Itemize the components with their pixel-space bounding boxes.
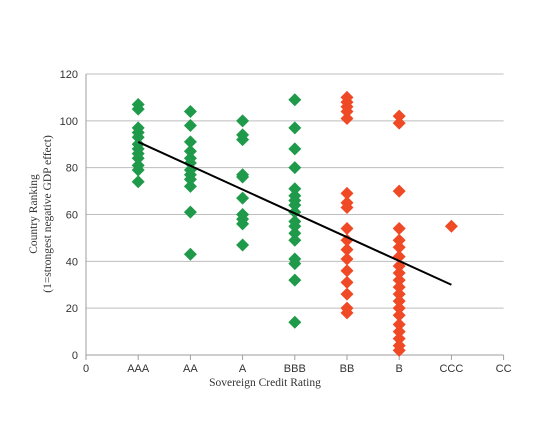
- data-point: [288, 182, 302, 196]
- data-point: [236, 170, 250, 184]
- x-axis-title: Sovereign Credit Rating: [209, 377, 321, 389]
- data-point: [288, 257, 302, 271]
- data-point: [183, 104, 197, 118]
- data-point: [392, 308, 406, 322]
- trendline: [137, 140, 452, 286]
- data-point: [392, 318, 406, 332]
- x-tick-label: CCC: [439, 363, 463, 375]
- y-axis-title: Country Ranking (1=strongest negative GD…: [28, 135, 54, 293]
- data-point: [392, 273, 406, 287]
- data-point: [288, 226, 302, 240]
- y-tick-label: 40: [66, 256, 78, 268]
- data-point: [340, 243, 354, 257]
- y-tick-labels: 0 20 40 60 80 100 120: [60, 69, 78, 362]
- data-point: [392, 301, 406, 315]
- data-point: [183, 119, 197, 133]
- data-point: [392, 109, 406, 123]
- data-point: [183, 179, 197, 193]
- x-tick-label: AAA: [127, 363, 150, 375]
- x-tick-label: CC: [496, 363, 512, 375]
- data-points: [131, 90, 458, 357]
- data-point: [340, 233, 354, 247]
- data-point: [340, 252, 354, 266]
- data-point: [288, 142, 302, 156]
- data-point: [392, 332, 406, 346]
- data-point: [340, 104, 354, 118]
- data-point: [340, 264, 354, 278]
- data-point: [236, 238, 250, 252]
- y-tick-label: 100: [60, 116, 78, 128]
- data-point: [183, 144, 197, 158]
- data-point: [340, 111, 354, 125]
- x-tick-labels: 0 AAA AA A BBB BB B CCC CC: [83, 363, 512, 375]
- data-point: [131, 130, 145, 144]
- data-point: [183, 247, 197, 261]
- data-point: [392, 233, 406, 247]
- data-point: [288, 198, 302, 212]
- x-tick-label: A: [239, 363, 247, 375]
- trendline-group: [137, 140, 452, 286]
- axes: [85, 74, 505, 360]
- data-point: [288, 121, 302, 135]
- data-point: [288, 315, 302, 329]
- data-point: [183, 135, 197, 149]
- data-point: [340, 222, 354, 236]
- y-tick-label: 120: [60, 69, 78, 81]
- data-point: [392, 287, 406, 301]
- data-point: [131, 175, 145, 189]
- data-point: [236, 114, 250, 128]
- data-point: [392, 222, 406, 236]
- data-point: [288, 233, 302, 247]
- y-tick-label: 60: [66, 210, 78, 222]
- data-point: [340, 200, 354, 214]
- data-point: [392, 184, 406, 198]
- data-point: [288, 273, 302, 287]
- data-point: [288, 93, 302, 107]
- data-point: [236, 133, 250, 147]
- x-tick-label: AA: [183, 363, 198, 375]
- data-point: [392, 280, 406, 294]
- y-tick-label: 80: [66, 163, 78, 175]
- data-point: [288, 161, 302, 175]
- data-point: [131, 102, 145, 116]
- data-point: [340, 186, 354, 200]
- x-tick-label: 0: [83, 363, 89, 375]
- data-point: [340, 287, 354, 301]
- data-point: [340, 275, 354, 289]
- data-point: [392, 294, 406, 308]
- data-point: [392, 240, 406, 254]
- data-point: [183, 205, 197, 219]
- data-point: [340, 306, 354, 320]
- x-tick-label: BB: [340, 363, 355, 375]
- data-point: [444, 219, 458, 233]
- y-tick-label: 20: [66, 303, 78, 315]
- y-tick-label: 0: [72, 350, 78, 362]
- data-point: [131, 163, 145, 177]
- y-axis-title-line-2: (1=strongest negative GDP effect): [42, 135, 54, 293]
- data-point: [236, 191, 250, 205]
- data-point: [183, 172, 197, 186]
- x-tick-label: BBB: [284, 363, 306, 375]
- data-point: [392, 325, 406, 339]
- data-point: [392, 266, 406, 280]
- y-axis-title-line-1: Country Ranking: [28, 174, 40, 254]
- data-point: [288, 219, 302, 233]
- data-point: [236, 217, 250, 231]
- x-tick-label: B: [396, 363, 403, 375]
- data-point: [131, 151, 145, 165]
- data-point: [392, 116, 406, 130]
- data-point: [392, 343, 406, 357]
